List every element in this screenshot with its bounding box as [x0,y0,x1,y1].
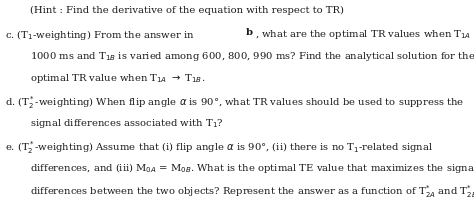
Text: c. (T$_1$-weighting) From the answer in: c. (T$_1$-weighting) From the answer in [5,28,195,42]
Text: (Hint : Find the derivative of the equation with respect to TR): (Hint : Find the derivative of the equat… [30,6,345,15]
Text: , what are the optimal TR values when T$_{1A}$ is fixed at: , what are the optimal TR values when T$… [255,28,474,41]
Text: differences between the two objects? Represent the answer as a function of T$_{2: differences between the two objects? Rep… [30,183,474,198]
Text: b: b [246,28,253,37]
Text: differences, and (iii) M$_{0A}$ = M$_{0B}$. What is the optimal TE value that ma: differences, and (iii) M$_{0A}$ = M$_{0B… [30,161,474,175]
Text: 1000 ms and T$_{1B}$ is varied among 600, 800, 990 ms? Find the analytical solut: 1000 ms and T$_{1B}$ is varied among 600… [30,50,474,63]
Text: optimal TR value when T$_{1A}$ $\rightarrow$ T$_{1B}$.: optimal TR value when T$_{1A}$ $\rightar… [30,72,206,85]
Text: signal differences associated with T$_1$?: signal differences associated with T$_1$… [30,117,224,130]
Text: d. (T$_2^*$-weighting) When flip angle $\alpha$ is 90°, what TR values should be: d. (T$_2^*$-weighting) When flip angle $… [5,94,464,111]
Text: e. (T$_2^*$-weighting) Assume that (i) flip angle $\alpha$ is 90°, (ii) there is: e. (T$_2^*$-weighting) Assume that (i) f… [5,139,433,156]
